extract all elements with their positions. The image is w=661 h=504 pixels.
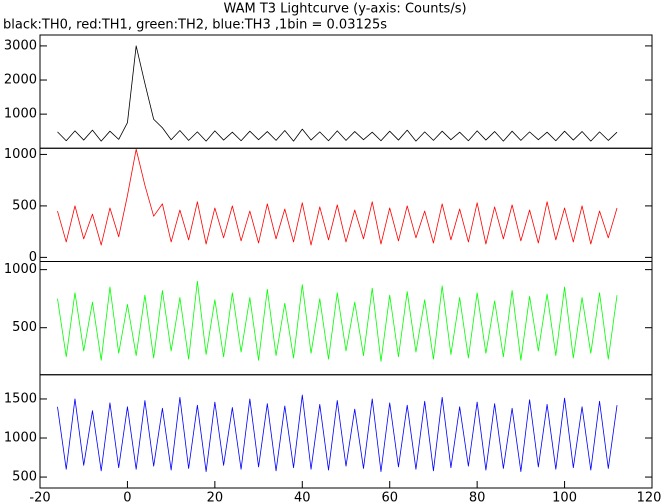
x-tick-label: 60 bbox=[381, 491, 398, 504]
x-tick-label: 120 bbox=[637, 491, 661, 504]
y-tick-label: 1000 bbox=[4, 107, 37, 122]
y-tick-label: 1500 bbox=[4, 391, 37, 406]
x-tick-label: 40 bbox=[294, 491, 311, 504]
panel-frame bbox=[39, 34, 653, 149]
x-tick-label: 0 bbox=[123, 491, 131, 504]
panel-frame bbox=[39, 261, 653, 376]
light-curve bbox=[57, 394, 618, 472]
y-tick-label: 2000 bbox=[4, 73, 37, 88]
light-curve bbox=[57, 280, 618, 362]
x-tick-label: 80 bbox=[469, 491, 486, 504]
y-tick-label: 1000 bbox=[4, 262, 37, 277]
light-curve bbox=[57, 45, 618, 142]
y-tick-label: 3000 bbox=[4, 38, 37, 53]
chart-subtitle: black:TH0, red:TH1, green:TH2, blue:TH3 … bbox=[3, 18, 387, 33]
y-tick-label: 500 bbox=[12, 198, 37, 213]
x-tick-label: 100 bbox=[552, 491, 577, 504]
light-curve bbox=[57, 148, 618, 246]
x-tick-label: -20 bbox=[29, 491, 50, 504]
y-tick-label: 1000 bbox=[4, 431, 37, 446]
y-tick-label: 0 bbox=[29, 250, 37, 265]
x-tick-label: 20 bbox=[207, 491, 224, 504]
y-tick-label: 500 bbox=[12, 470, 37, 485]
y-tick-label: 1000 bbox=[4, 147, 37, 162]
chart-title: WAM T3 Lightcurve (y-axis: Counts/s) bbox=[223, 2, 466, 17]
panel-frame bbox=[39, 374, 653, 489]
panel-frame bbox=[39, 147, 653, 262]
y-tick-label: 500 bbox=[12, 320, 37, 335]
